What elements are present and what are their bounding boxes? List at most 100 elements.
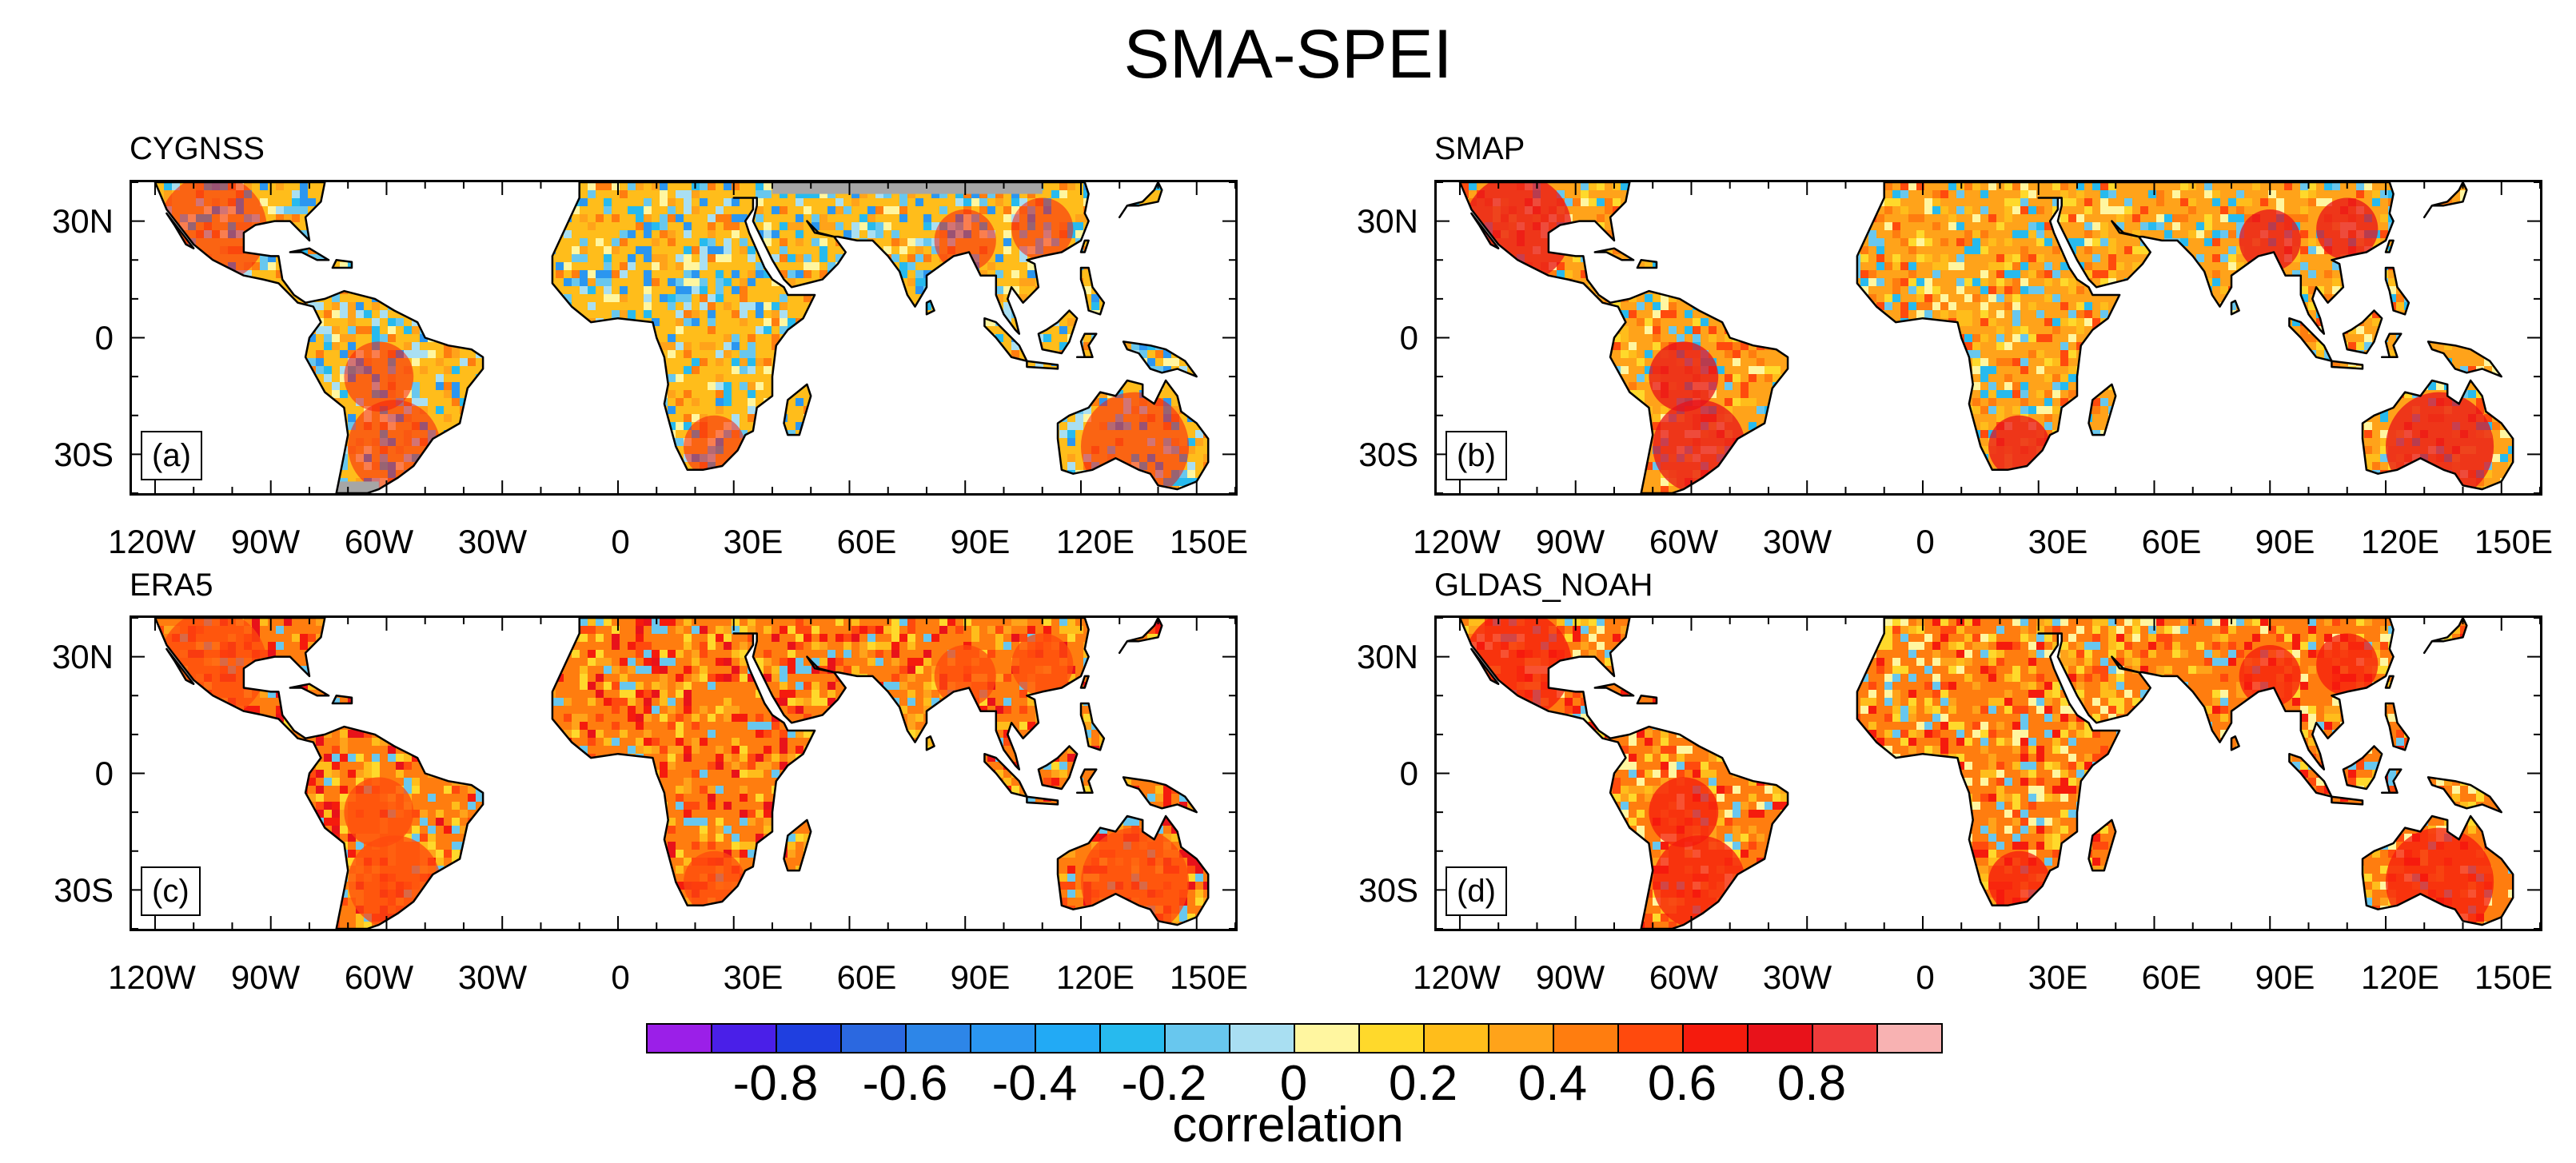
lon-label: 30E xyxy=(2028,523,2088,560)
coastline-philippines xyxy=(2384,266,2411,316)
panel-title-cygnss: CYGNSS xyxy=(130,131,265,166)
coastline-sumatra xyxy=(983,317,1028,362)
coastline-madagascar xyxy=(2088,818,2117,872)
coastline-sumatra xyxy=(2288,317,2333,362)
colorbar-tick-label: 0 xyxy=(1279,1056,1308,1111)
lon-label: 30E xyxy=(2028,958,2088,996)
lon-label: 90E xyxy=(950,523,1011,560)
coastline-sulawesi xyxy=(1075,768,1098,795)
map-era5 xyxy=(130,615,1238,931)
map-svg-era5 xyxy=(132,618,1235,929)
lon-label: 120E xyxy=(1055,523,1135,560)
coastline-australia xyxy=(1056,379,1210,491)
coastline-sumatra xyxy=(983,752,1028,798)
map-cygnss xyxy=(130,180,1238,496)
coastline-japanS xyxy=(1118,182,1163,219)
colorbar xyxy=(646,1023,1943,1053)
colorbar-cell xyxy=(776,1023,842,1053)
colorbar-tick-label: -0.4 xyxy=(991,1056,1078,1111)
colorbar-cell xyxy=(840,1023,907,1053)
coastline-cuba xyxy=(289,247,330,261)
lon-label: 90W xyxy=(1535,523,1605,560)
lon-label: 90E xyxy=(2255,523,2315,560)
lon-label: 120W xyxy=(1413,523,1501,560)
coastline-hispaniola xyxy=(331,259,353,269)
colorbar-cell xyxy=(1488,1023,1554,1053)
lon-label: 90E xyxy=(2255,958,2315,996)
colorbar-tick-label: -0.2 xyxy=(1121,1056,1207,1111)
lon-label: 0 xyxy=(611,523,630,560)
lon-label: 30W xyxy=(457,523,528,560)
coastline-sulawesi xyxy=(2380,768,2403,795)
coastline-baja xyxy=(165,647,195,685)
map-svg-cygnss xyxy=(132,182,1235,493)
coastline-philippines xyxy=(2384,702,2411,751)
colorbar-cell xyxy=(1294,1023,1360,1053)
lon-label: 120W xyxy=(1413,958,1501,996)
lon-label: 60W xyxy=(1649,523,1719,560)
colorbar-cell xyxy=(1164,1023,1230,1053)
lon-label: 0 xyxy=(611,958,630,996)
lat-label: 30N xyxy=(1356,638,1418,675)
panel-title-gldas: GLDAS_NOAH xyxy=(1434,568,1653,603)
coastline-taiwan xyxy=(2384,675,2395,689)
colorbar-cell xyxy=(1682,1023,1749,1053)
colorbar-tick-label: 0.2 xyxy=(1388,1056,1458,1111)
lon-label: 120W xyxy=(108,523,196,560)
coastline-philippines xyxy=(1079,266,1106,316)
lon-label: 60E xyxy=(2141,523,2202,560)
colorbar-cell xyxy=(1358,1023,1425,1053)
coastline-srilanka xyxy=(2230,735,2240,751)
lat-label: 0 xyxy=(94,319,114,356)
colorbar-cell xyxy=(1617,1023,1684,1053)
colorbar-cell xyxy=(1423,1023,1489,1053)
coastline-japanS xyxy=(2422,618,2468,655)
panel-letter-a: (a) xyxy=(141,431,202,480)
coastline-americas xyxy=(154,182,484,493)
lon-label: 150E xyxy=(1169,958,1249,996)
lon-label: 30E xyxy=(723,523,784,560)
coastline-java xyxy=(2331,795,2364,806)
coastline-madagascar xyxy=(783,818,812,872)
lat-label: 30S xyxy=(54,436,114,473)
lat-label: 30S xyxy=(54,871,114,909)
coastline-srilanka xyxy=(925,735,935,751)
colorbar-cell xyxy=(1099,1023,1166,1053)
map-svg-smap xyxy=(1437,182,2540,493)
coastline-japanS xyxy=(1118,618,1163,655)
colorbar-tick-label: 0.8 xyxy=(1776,1056,1847,1111)
lon-label: 60W xyxy=(344,958,414,996)
coastline-madagascar xyxy=(783,383,812,436)
coastline-cuba xyxy=(1593,683,1635,697)
lon-label: 120E xyxy=(1055,958,1135,996)
map-gldas xyxy=(1434,615,2542,931)
axis-ticks xyxy=(1437,182,2540,493)
lon-label: 30W xyxy=(457,958,528,996)
coastline-taiwan xyxy=(1079,675,1090,689)
coastline-americas xyxy=(1458,618,1789,929)
colorbar-cell xyxy=(1229,1023,1295,1053)
coastline-srilanka xyxy=(925,300,935,316)
lon-label: 30W xyxy=(1762,958,1832,996)
coastline-newguinea xyxy=(1122,776,1198,814)
lat-label: 30S xyxy=(1358,871,1418,909)
coastline-madagascar xyxy=(2088,383,2117,436)
panel-letter-c: (c) xyxy=(141,866,201,916)
coastline-hispaniola xyxy=(1636,695,1658,705)
lat-label: 30N xyxy=(1356,202,1418,240)
coastline-americas xyxy=(1458,182,1789,493)
lon-label: 150E xyxy=(2474,958,2554,996)
lon-label: 60E xyxy=(836,523,897,560)
panel-title-smap: SMAP xyxy=(1434,131,1525,166)
coastline-java xyxy=(1026,795,1059,806)
colorbar-cell xyxy=(1812,1023,1878,1053)
lat-label: 30S xyxy=(1358,436,1418,473)
coastline-cuba xyxy=(1593,247,1635,261)
colorbar-cell xyxy=(711,1023,777,1053)
coastline-newguinea xyxy=(1122,341,1198,378)
axis-ticks xyxy=(1437,618,2540,929)
lon-label: 150E xyxy=(1169,523,1249,560)
colorbar-tick-label: -0.6 xyxy=(862,1056,948,1111)
coastline-taiwan xyxy=(2384,239,2395,253)
coastline-java xyxy=(1026,360,1059,370)
